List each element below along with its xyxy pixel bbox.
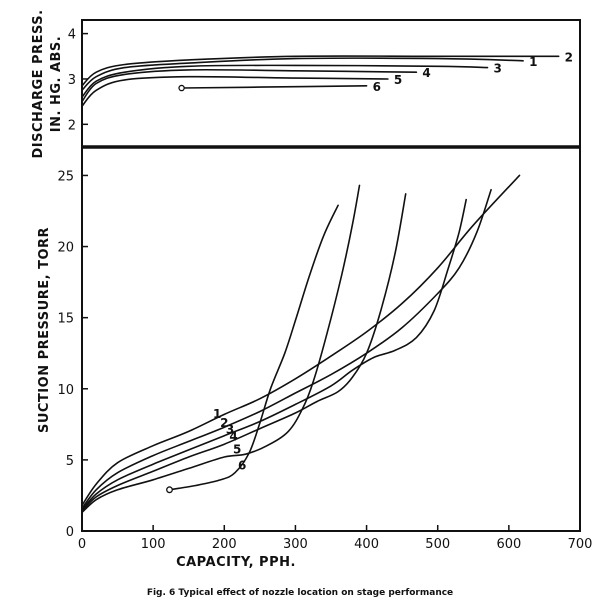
x-axis-title: CAPACITY, PPH.: [176, 555, 296, 570]
bottom-y-tick-label: 10: [57, 383, 74, 398]
bottom-series-label-3: 3: [226, 422, 234, 436]
bottom-y-tick-label: 20: [57, 241, 74, 256]
top-y-axis-title-line-1: DISCHARGE PRESS.: [31, 9, 46, 158]
bottom-series-label-6: 6: [238, 459, 246, 473]
top-series-line-4: [81, 68, 418, 103]
top-series-group: 1 2 3 4 56: [81, 50, 573, 107]
bottom-series-line-4: [81, 193, 407, 512]
bottom-series-line-6: [168, 204, 339, 491]
top-series-label-6: 6: [373, 80, 381, 94]
top-series-label-4: 4: [422, 66, 430, 80]
top-series-line-2: [81, 55, 560, 87]
bottom-plot-frame: [81, 146, 581, 532]
bottom-y-tick-label: 5: [66, 454, 74, 469]
bottom-y-axis-title: SUCTION PRESSURE, TORR: [37, 227, 52, 433]
x-tick-label: 600: [496, 537, 521, 552]
bottom-series-label-5: 5: [233, 442, 241, 456]
top-series-line-6: [180, 85, 368, 89]
top-series-label-2: 2: [565, 50, 573, 64]
top-series-line-1: [81, 57, 524, 92]
x-tick-label: 200: [212, 537, 237, 552]
bottom-y-tick-label: 0: [66, 525, 74, 540]
top-series-line-3: [81, 64, 489, 98]
top-y-tick-label: 4: [68, 28, 76, 43]
bottom-series-line-3: [81, 198, 467, 511]
top-y-axis-title-line-2: IN. HG. ABS.: [49, 36, 64, 132]
top-series-6-start-marker: [178, 84, 185, 92]
top-series-line-5: [81, 75, 389, 107]
bottom-y-tick-label: 25: [57, 169, 74, 184]
figure-caption: Fig. 6 Typical effect of nozzle location…: [147, 588, 453, 598]
bottom-series-label-1: 1: [213, 407, 221, 421]
top-plot-frame: [81, 19, 581, 148]
x-tick-label: 500: [425, 537, 450, 552]
bottom-series-label-4: 4: [229, 429, 237, 443]
x-tick-label: 700: [568, 537, 593, 552]
bottom-series-6-start-marker: [166, 486, 173, 494]
top-series-label-3: 3: [494, 62, 502, 76]
top-series-label-1: 1: [529, 55, 537, 69]
bottom-series-line-5: [81, 184, 361, 514]
x-tick-label: 100: [141, 537, 166, 552]
top-y-axis: 2 3 4: [68, 28, 88, 133]
bottom-series-label-2: 2: [220, 416, 228, 430]
bottom-series-line-1: [81, 174, 521, 507]
top-y-tick-label: 2: [68, 118, 76, 133]
x-tick-label: 300: [283, 537, 308, 552]
top-y-tick-label: 3: [68, 73, 76, 88]
bottom-series-line-2: [81, 188, 492, 509]
x-tick-label: 0: [78, 537, 86, 552]
top-series-label-5: 5: [394, 73, 402, 87]
x-tick-label: 400: [354, 537, 379, 552]
bottom-y-tick-label: 15: [57, 312, 74, 327]
